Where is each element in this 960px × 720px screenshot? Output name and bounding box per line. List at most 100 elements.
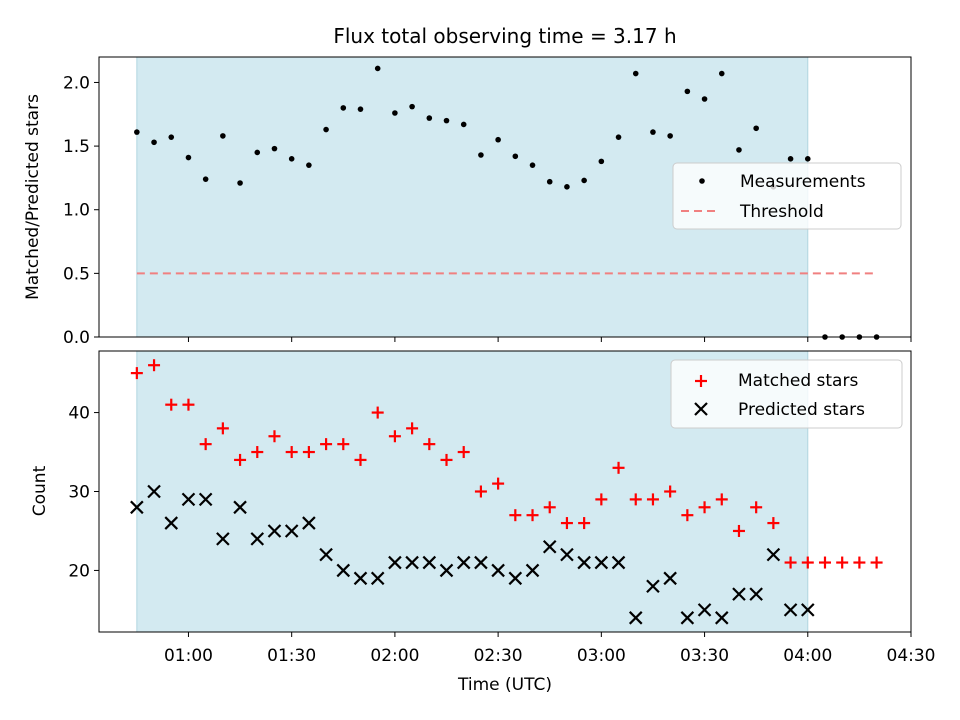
- legend-matched-label: Matched stars: [738, 371, 858, 391]
- matched-star-point: [148, 359, 161, 372]
- measurement-point: [632, 70, 639, 77]
- measurement-point: [667, 133, 673, 139]
- bottom-axes-frame: [98, 350, 912, 633]
- predicted-star-point: [491, 563, 505, 578]
- matched-stars-series: [130, 359, 883, 569]
- predicted-star-point: [130, 500, 144, 515]
- measurement-point: [254, 149, 261, 156]
- matched-star-point: [457, 446, 470, 459]
- legend-measurements-marker: [699, 178, 705, 184]
- matched-star-point: [767, 517, 780, 530]
- measurement-point: [478, 152, 484, 158]
- x-tick-label: 04:00: [783, 646, 832, 666]
- measurement-point: [374, 65, 381, 72]
- bottom-panel: 20 30 40 01:00 01:30 02:00 02:30 03:00 03:30 04:…: [30, 350, 936, 695]
- measurement-point: [546, 178, 553, 185]
- top-y-tick-label: 0.0: [63, 328, 90, 348]
- bottom-legend-box: [670, 359, 903, 429]
- matched-star-point: [474, 485, 487, 498]
- matched-star-point: [836, 556, 849, 569]
- matched-star-point: [750, 501, 763, 514]
- top-y-tick-label: 2.0: [63, 73, 90, 93]
- legend-predicted-marker: [694, 402, 708, 416]
- predicted-star-point: [611, 555, 626, 570]
- measurement-point: [357, 106, 364, 112]
- matched-star-point: [130, 367, 143, 380]
- measurement-point: [168, 134, 175, 140]
- measurement-point: [426, 115, 433, 121]
- matched-star-point: [595, 493, 608, 506]
- x-tick-label: 02:00: [370, 646, 419, 666]
- measurement-point: [701, 96, 708, 102]
- x-tick-label: 01:30: [267, 646, 316, 666]
- measurement-point: [185, 154, 192, 161]
- measurement-point: [151, 139, 157, 146]
- matched-star-point: [182, 398, 195, 411]
- matched-star-point: [216, 422, 229, 435]
- predicted-star-point: [370, 571, 385, 586]
- predicted-star-point: [250, 532, 265, 546]
- measurement-point: [237, 180, 243, 186]
- predicted-star-point: [542, 539, 557, 554]
- legend-threshold-label: Threshold: [739, 202, 824, 222]
- predicted-star-point: [456, 555, 471, 570]
- predicted-star-point: [147, 484, 161, 499]
- measurement-point: [271, 145, 278, 152]
- matched-star-point: [784, 556, 797, 569]
- predicted-star-point: [422, 555, 437, 570]
- measurement-point: [443, 117, 450, 124]
- top-panel: Flux total observing time = 3.17 h 0.00.…: [23, 24, 912, 348]
- top-legend-box: [672, 162, 902, 230]
- predicted-star-point: [594, 555, 609, 570]
- top-y-axis-label: Matched/Predicted stars: [23, 94, 43, 300]
- matched-star-point: [560, 517, 573, 530]
- top-y-tick-label: 1.5: [63, 137, 90, 157]
- bottom-y-tick-label: 30: [68, 483, 90, 503]
- matched-star-point: [388, 430, 401, 443]
- legend-predicted-label: Predicted stars: [738, 400, 865, 420]
- bottom-y-axis-label: Count: [30, 465, 50, 516]
- matched-star-point: [268, 430, 281, 443]
- matched-star-point: [698, 501, 711, 514]
- predicted-star-point: [439, 563, 454, 578]
- matched-star-point: [578, 517, 591, 530]
- legend-matched-marker: [695, 375, 707, 387]
- predicted-star-point: [525, 563, 540, 578]
- matched-star-point: [664, 485, 677, 498]
- matched-star-point: [302, 446, 315, 459]
- predicted-star-point: [766, 547, 781, 562]
- predicted-star-point: [646, 579, 660, 593]
- bottom-legend: Matched stars Predicted stars: [670, 359, 903, 429]
- predicted-stars-series: [130, 484, 815, 625]
- matched-star-point: [612, 461, 625, 474]
- bottom-y-tick-label: 20: [68, 561, 90, 581]
- matched-star-point: [492, 477, 505, 490]
- predicted-star-point: [783, 603, 798, 617]
- predicted-star-point: [474, 555, 488, 570]
- predicted-star-point: [508, 571, 523, 586]
- measurement-point: [392, 110, 398, 116]
- measurement-point: [323, 126, 329, 133]
- matched-star-point: [681, 509, 694, 522]
- measurement-point: [804, 156, 811, 162]
- predicted-star-point: [749, 587, 763, 601]
- bottom-x-ticks: 01:00 01:30 02:00 02:30 03:00 03:30 04:00 04:30: [164, 632, 936, 666]
- measurement-point: [615, 134, 622, 140]
- measurements-series: [134, 65, 880, 340]
- predicted-star-point: [181, 492, 196, 507]
- matched-star-point: [870, 556, 883, 569]
- predicted-star-point: [198, 492, 213, 507]
- measurement-point: [684, 88, 691, 95]
- x-tick-label: 03:30: [680, 646, 729, 666]
- predicted-star-point: [353, 571, 368, 586]
- measurement-point: [460, 121, 467, 128]
- x-tick-label: 04:30: [887, 646, 936, 666]
- measurement-point: [581, 177, 587, 184]
- predicted-star-point: [302, 516, 316, 530]
- predicted-star-point: [405, 555, 419, 570]
- measurement-point: [409, 103, 415, 110]
- predicted-star-point: [714, 611, 729, 625]
- predicted-star-point: [663, 571, 677, 586]
- matched-star-point: [406, 422, 419, 435]
